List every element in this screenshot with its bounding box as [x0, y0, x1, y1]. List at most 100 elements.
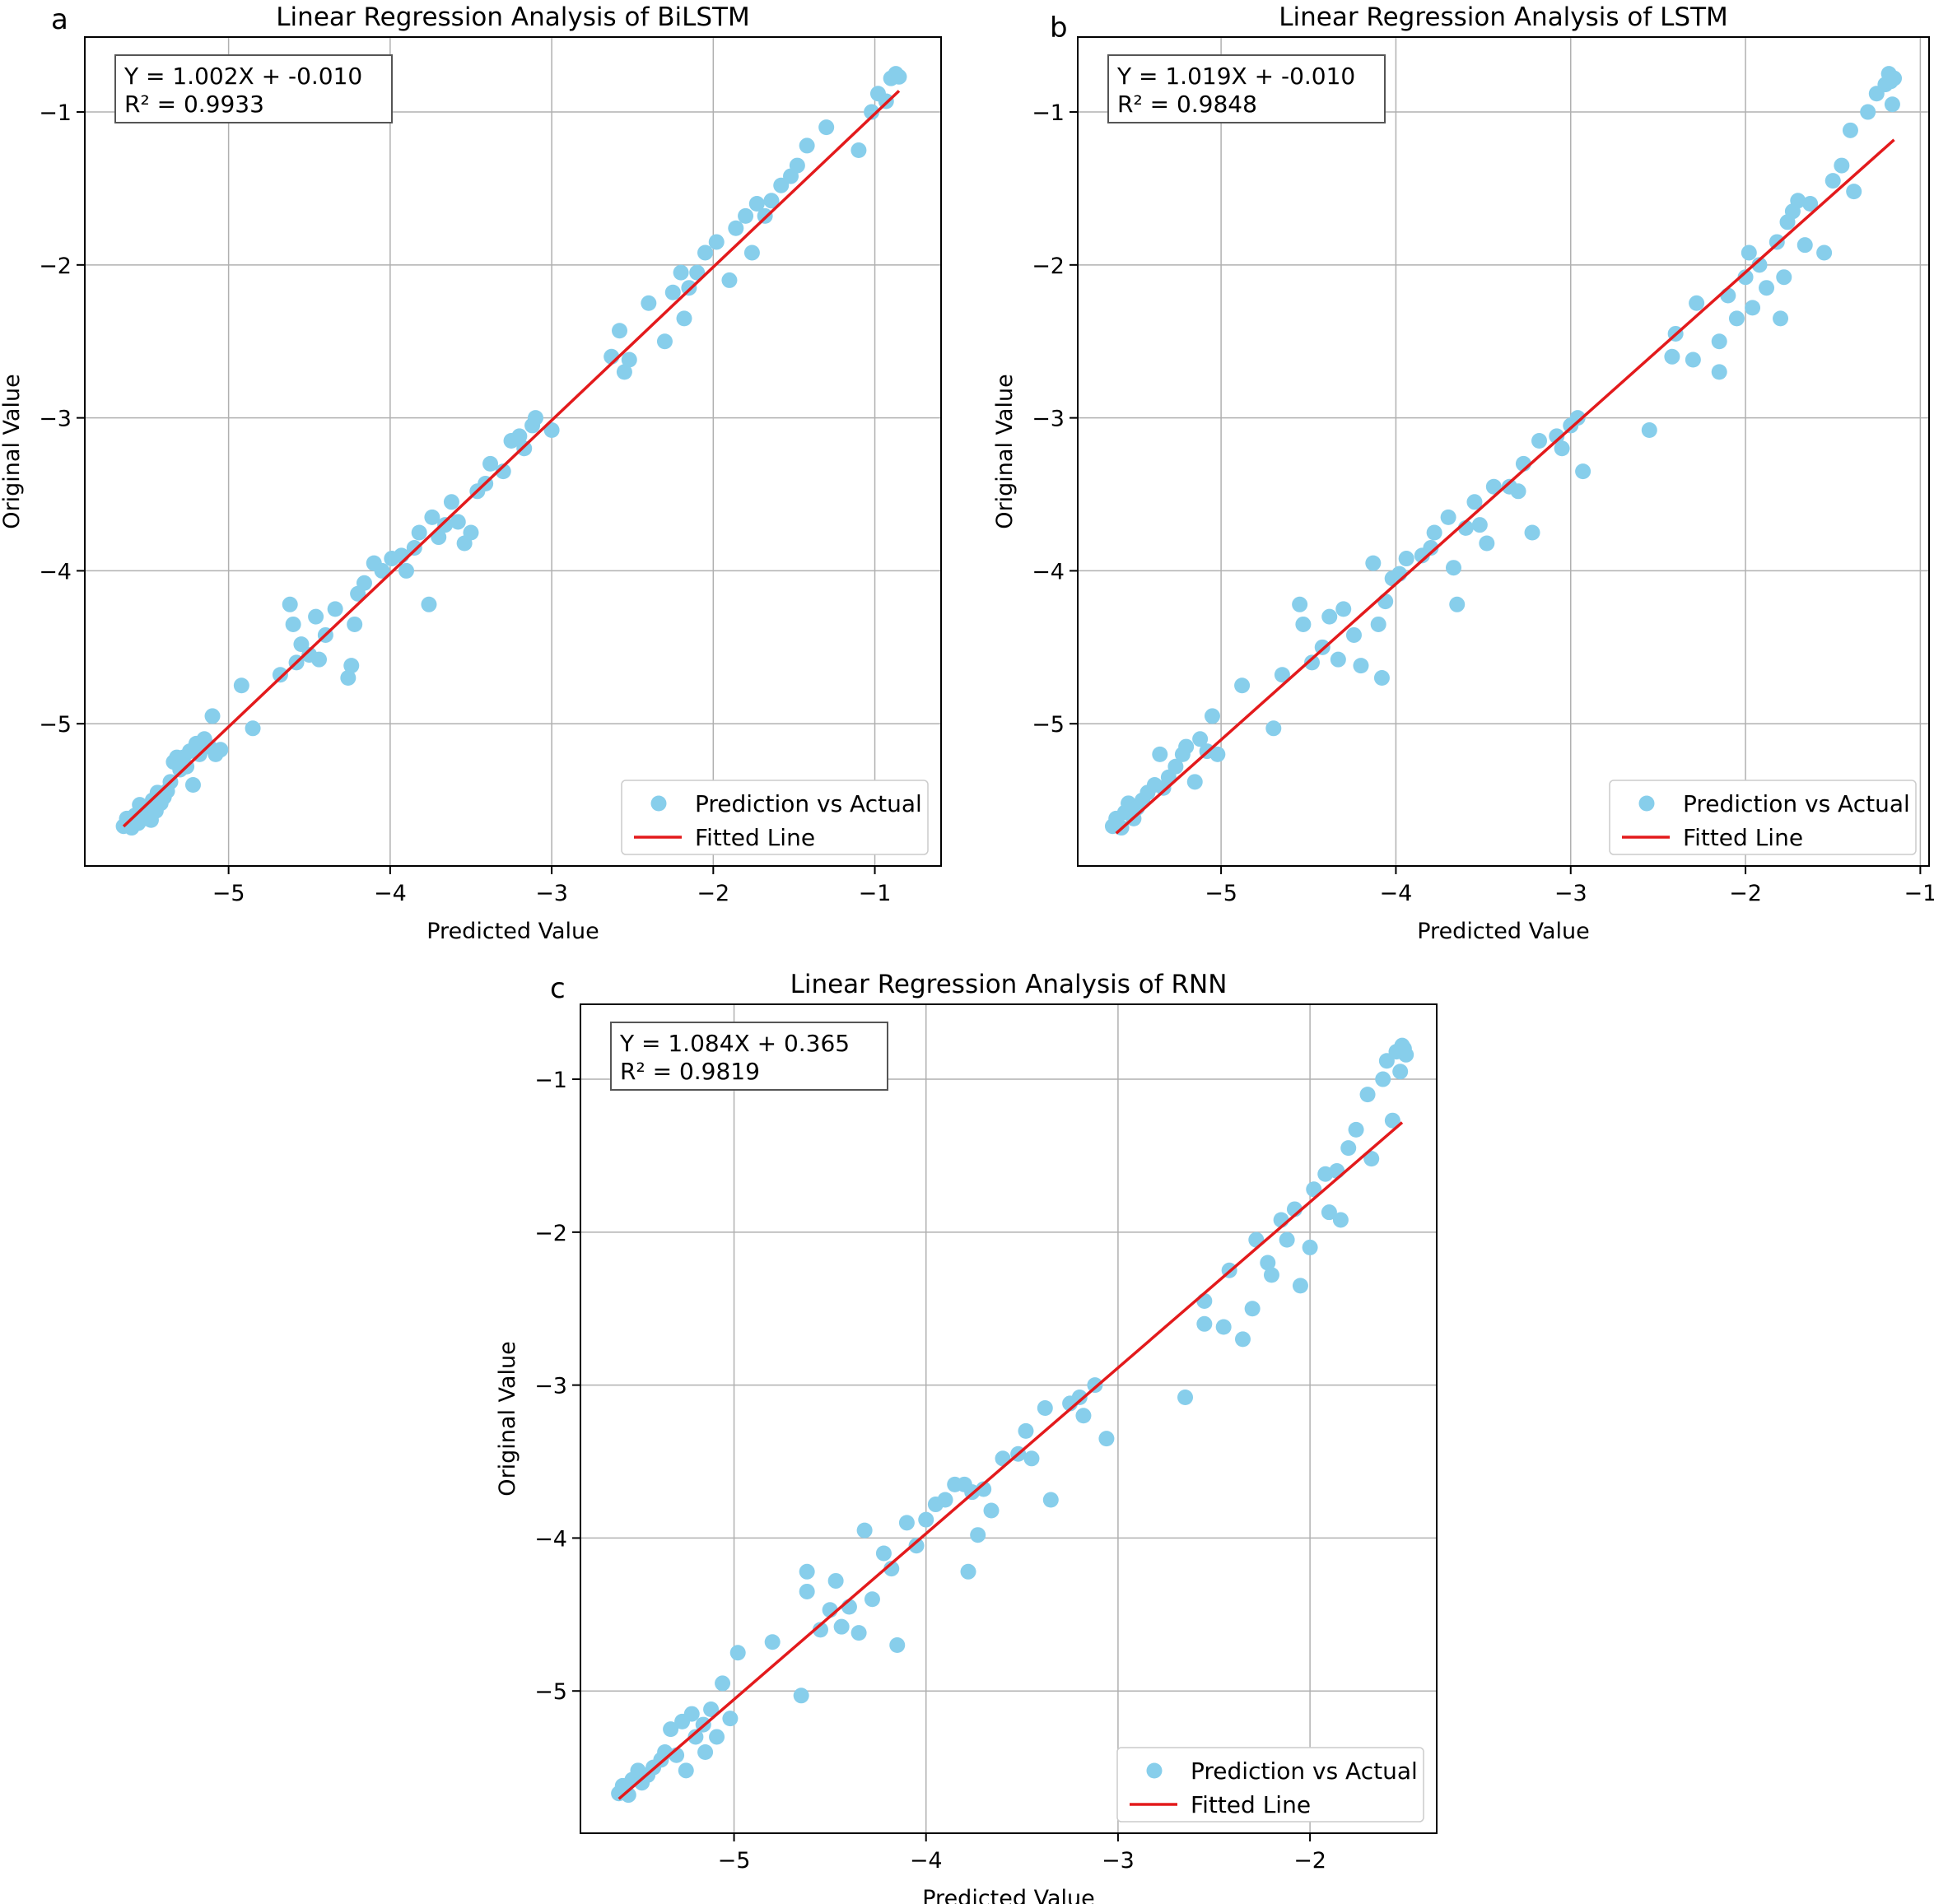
scatter-series	[1104, 66, 1903, 836]
data-point	[1204, 708, 1220, 724]
data-point	[1834, 157, 1850, 174]
data-point	[687, 1729, 704, 1745]
y-tick-label: −5	[39, 712, 72, 738]
data-point	[1263, 1267, 1279, 1283]
data-point	[1330, 651, 1346, 668]
data-point	[1348, 1121, 1364, 1138]
legend-marker-points	[650, 795, 667, 812]
y-tick-label: −2	[39, 254, 72, 279]
data-point	[411, 524, 427, 541]
data-point	[616, 364, 632, 380]
data-point	[374, 562, 390, 579]
data-point	[1575, 463, 1591, 480]
legend-label-points: Prediction vs Actual	[695, 790, 922, 817]
legend: Prediction vs Actual Fitted Line	[621, 780, 929, 855]
data-point	[424, 509, 440, 525]
r-squared-value: R² = 0.9819	[620, 1058, 760, 1085]
x-tick-label: −3	[1554, 881, 1587, 906]
data-point	[1260, 1255, 1276, 1271]
data-point	[1797, 237, 1813, 254]
data-point	[1720, 287, 1736, 304]
data-point	[1186, 774, 1203, 790]
panel-c: −5 −4 −3 −2 −5 −4 −3 −2 −1 Linear Regression Anal…	[495, 970, 1438, 1904]
data-point	[511, 428, 528, 445]
data-point	[1244, 1301, 1261, 1317]
data-point	[1860, 104, 1876, 120]
equation-box-frame	[610, 1022, 888, 1091]
data-point	[1751, 257, 1768, 273]
data-point	[272, 667, 288, 683]
data-point	[1037, 1399, 1053, 1416]
fitted-line	[617, 1121, 1404, 1800]
data-point	[664, 284, 681, 300]
data-point	[1776, 269, 1792, 286]
data-point	[340, 669, 357, 686]
data-point	[1664, 348, 1680, 365]
data-point	[970, 1527, 986, 1543]
data-point	[1745, 300, 1761, 316]
data-point	[1728, 310, 1745, 327]
data-point	[1510, 483, 1526, 500]
data-point	[1485, 478, 1502, 495]
plot-area	[1078, 37, 1929, 866]
panel-a: −5 −4 −3 −2 −1 −5 −4 −3 −2 −1 Linear Regression An…	[0, 2, 942, 944]
data-point	[1192, 731, 1209, 747]
x-tick-label: −4	[1380, 881, 1413, 906]
data-point	[1196, 1315, 1213, 1332]
data-point	[1392, 1064, 1409, 1080]
data-point	[864, 1591, 880, 1608]
data-point	[1359, 1087, 1376, 1103]
data-point	[543, 421, 560, 438]
data-point	[676, 310, 692, 327]
data-point	[697, 1744, 714, 1761]
data-point	[1790, 193, 1806, 209]
data-point	[708, 234, 725, 250]
legend-frame	[1116, 1747, 1424, 1823]
data-point	[1087, 1377, 1103, 1394]
x-tick-label: −1	[1904, 881, 1934, 906]
data-point	[1711, 364, 1727, 380]
data-point	[1234, 677, 1251, 694]
data-point	[1365, 555, 1382, 571]
data-point	[311, 651, 328, 668]
data-point	[850, 1625, 867, 1641]
data-point	[709, 1729, 725, 1745]
x-tick-label: −4	[910, 1848, 943, 1874]
fitted-line	[1115, 138, 1895, 835]
data-point	[463, 524, 479, 541]
data-point	[1023, 1450, 1040, 1467]
y-tick-label: −4	[39, 559, 72, 584]
chart-title: Linear Regression Analysis of RNN	[790, 970, 1228, 999]
data-point	[883, 1561, 900, 1577]
data-point	[1802, 196, 1819, 212]
data-point	[960, 1563, 976, 1580]
y-tick-label: −1	[39, 100, 72, 126]
panel-label: a	[51, 3, 68, 36]
data-point	[1215, 1319, 1232, 1335]
legend-frame	[1609, 780, 1917, 855]
data-point	[612, 323, 628, 339]
equation-box-frame	[114, 54, 393, 123]
data-point	[1554, 440, 1570, 457]
data-point	[347, 616, 363, 632]
data-point	[1018, 1422, 1034, 1439]
data-point	[1816, 244, 1833, 261]
data-point	[722, 1711, 739, 1727]
data-point	[1884, 96, 1900, 113]
data-point	[1292, 596, 1308, 612]
data-point	[763, 193, 780, 209]
data-point	[1641, 421, 1657, 438]
regression-equation: Y = 1.002X + -0.010	[123, 63, 362, 90]
data-point	[721, 272, 738, 288]
y-tick-label: −2	[1032, 254, 1065, 279]
data-point	[1075, 1408, 1092, 1424]
data-point	[793, 1688, 809, 1704]
legend-label-line: Fitted Line	[1191, 1791, 1311, 1818]
data-point	[1370, 616, 1386, 632]
data-point	[1302, 1239, 1318, 1255]
scatter-series	[611, 1037, 1414, 1804]
legend-label-points: Prediction vs Actual	[1683, 790, 1910, 817]
data-point	[1042, 1492, 1059, 1508]
